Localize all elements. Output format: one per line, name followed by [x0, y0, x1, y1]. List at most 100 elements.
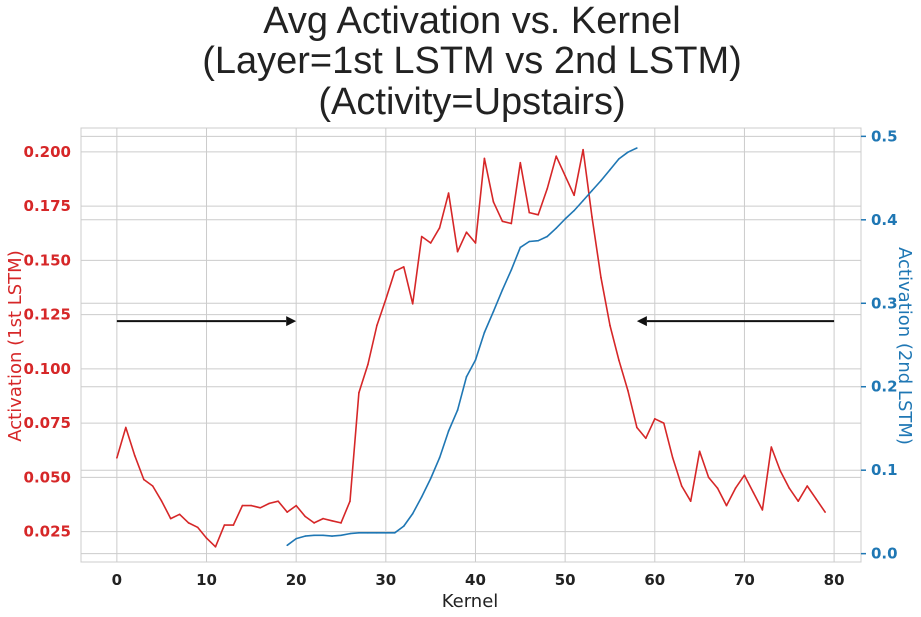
data-point: [313, 522, 315, 524]
data-point: [555, 155, 557, 158]
x-tick-label: 80: [824, 571, 845, 589]
data-point: [519, 246, 522, 249]
y-left-tick-label: 0.050: [24, 468, 71, 486]
data-point: [734, 487, 737, 490]
data-point: [537, 239, 540, 242]
data-point: [501, 220, 504, 223]
y-left-tick-label: 0.200: [24, 143, 71, 161]
y-right-tick-label: 0.1: [871, 461, 898, 479]
data-point: [510, 222, 513, 225]
data-point: [376, 531, 378, 534]
data-point: [393, 270, 396, 273]
data-point: [564, 174, 566, 177]
data-point: [474, 359, 477, 361]
data-point: [510, 269, 513, 271]
y-left-tick-label: 0.125: [24, 306, 71, 324]
data-point: [286, 544, 289, 547]
data-point: [743, 474, 746, 477]
data-point: [824, 511, 826, 513]
data-point: [438, 227, 441, 229]
data-point: [636, 147, 638, 149]
grid: [81, 128, 861, 562]
data-point: [546, 187, 549, 190]
data-point: [420, 235, 423, 238]
data-point: [456, 409, 459, 411]
y-left-tick-label: 0.175: [24, 197, 71, 215]
y-axis-label-left: Activation (1st LSTM): [5, 250, 26, 441]
data-point: [402, 525, 405, 527]
data-point: [214, 546, 217, 548]
data-point: [232, 524, 235, 526]
y-left-tick-label: 0.100: [24, 360, 71, 378]
series-points-1: [286, 147, 638, 547]
data-point: [349, 500, 351, 503]
data-point: [286, 511, 289, 513]
data-point: [142, 478, 145, 481]
data-point: [340, 534, 342, 537]
data-point: [393, 531, 396, 534]
data-point: [770, 446, 773, 448]
data-point: [546, 235, 549, 238]
data-point: [411, 302, 414, 305]
data-point: [689, 500, 692, 503]
data-point: [680, 485, 683, 487]
x-tick-label: 60: [644, 571, 665, 589]
data-point: [447, 430, 450, 432]
y-right-tick-label: 0.0: [871, 545, 898, 563]
data-point: [636, 426, 638, 429]
data-point: [761, 509, 764, 511]
x-tick-label: 20: [286, 571, 307, 589]
data-point: [178, 513, 181, 516]
data-point: [295, 504, 297, 507]
data-point: [411, 512, 414, 515]
chart-title-line-3: (Activity=Upstairs): [318, 81, 625, 123]
data-point: [707, 476, 710, 479]
data-point: [573, 194, 575, 197]
data-point: [187, 522, 190, 524]
data-point: [385, 531, 387, 534]
data-point: [241, 504, 244, 507]
y-right-ticks: 0.0 0.1 0.2 0.3 0.4 0.5: [861, 127, 898, 563]
data-point: [653, 417, 656, 420]
data-point: [438, 456, 441, 459]
data-point: [304, 515, 306, 518]
data-point: [662, 422, 665, 424]
x-tick-label: 10: [196, 571, 217, 589]
arrow-head: [636, 316, 647, 327]
data-point: [376, 324, 378, 327]
data-point: [591, 189, 593, 192]
data-point: [358, 531, 360, 534]
data-point: [519, 161, 522, 164]
data-point: [815, 498, 817, 500]
arrow-head: [286, 316, 297, 327]
data-point: [555, 227, 557, 229]
data-point: [573, 209, 575, 212]
data-point: [671, 457, 674, 459]
data-point: [295, 537, 297, 540]
y-right-tick-label: 0.4: [871, 211, 898, 229]
x-tick-label: 40: [465, 571, 486, 589]
data-point: [752, 491, 755, 494]
data-point: [582, 199, 584, 202]
data-point: [456, 250, 459, 253]
y-right-tick-label: 0.2: [871, 378, 898, 396]
data-point: [268, 502, 271, 505]
data-point: [447, 192, 450, 194]
data-point: [133, 454, 136, 457]
data-point: [465, 231, 468, 233]
data-point: [492, 310, 495, 313]
data-point: [591, 216, 593, 218]
data-point: [582, 148, 584, 151]
data-point: [483, 157, 486, 160]
data-point: [600, 276, 602, 279]
x-tick-label: 30: [375, 571, 396, 589]
data-point: [788, 487, 791, 490]
data-point: [600, 179, 602, 182]
data-point: [797, 500, 800, 503]
data-point: [349, 532, 351, 535]
data-point: [779, 470, 782, 472]
data-point: [609, 168, 611, 171]
data-point: [125, 426, 127, 429]
data-point: [483, 331, 486, 334]
plot-frame: [80, 127, 862, 563]
